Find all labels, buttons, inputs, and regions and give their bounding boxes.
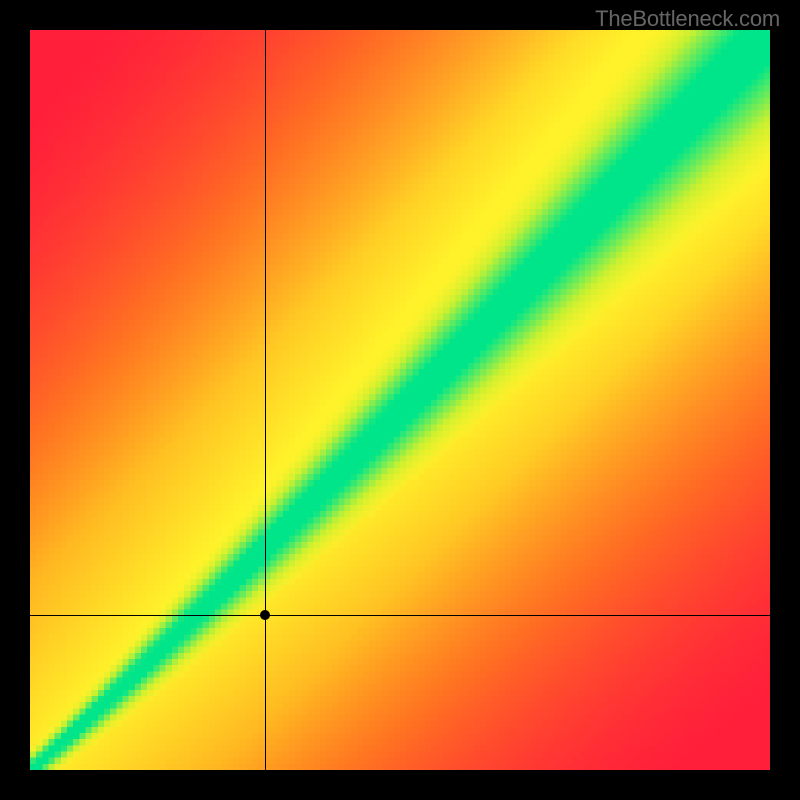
crosshair-vertical	[265, 30, 266, 770]
data-point-marker	[260, 610, 270, 620]
heatmap-plot	[30, 30, 770, 770]
crosshair-horizontal	[30, 615, 770, 616]
watermark-text: TheBottleneck.com	[595, 6, 780, 32]
chart-container: TheBottleneck.com	[0, 0, 800, 800]
heatmap-canvas	[30, 30, 770, 770]
